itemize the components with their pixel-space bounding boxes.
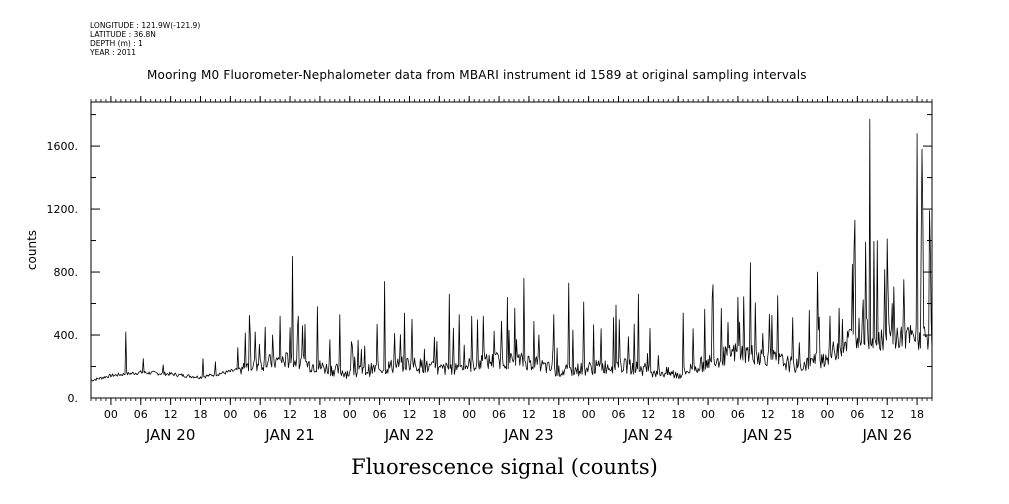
x-tick-label: 18 bbox=[193, 408, 207, 421]
x-tick-label: 00 bbox=[223, 408, 237, 421]
x-tick-label: 00 bbox=[343, 408, 357, 421]
y-tick-label: 800. bbox=[54, 266, 79, 279]
x-tick-label: 06 bbox=[373, 408, 387, 421]
x-tick-label: 06 bbox=[850, 408, 864, 421]
x-tick-label: 06 bbox=[731, 408, 745, 421]
x-tick-label: 06 bbox=[611, 408, 625, 421]
x-tick-label: 18 bbox=[910, 408, 924, 421]
x-tick-label: 00 bbox=[462, 408, 476, 421]
day-label: JAN 23 bbox=[503, 426, 554, 444]
dataset-metadata: LONGITUDE : 121.9W(-121.9) LATITUDE : 36… bbox=[90, 21, 200, 57]
chart-caption: Fluorescence signal (counts) bbox=[351, 455, 658, 479]
x-tick-label: 06 bbox=[134, 408, 148, 421]
latitude-label: LATITUDE : 36.8N bbox=[90, 30, 156, 39]
plot-frame bbox=[90, 101, 933, 399]
x-tick-label: 18 bbox=[791, 408, 805, 421]
series-line bbox=[90, 118, 933, 382]
y-tick-label: 1600. bbox=[47, 140, 79, 153]
x-tick-label: 18 bbox=[432, 408, 446, 421]
x-tick-label: 00 bbox=[820, 408, 834, 421]
x-tick-label: 06 bbox=[253, 408, 267, 421]
y-tick-label: 1200. bbox=[47, 203, 79, 216]
longitude-label: LONGITUDE : 121.9W(-121.9) bbox=[90, 21, 201, 30]
x-tick-label: 12 bbox=[164, 408, 178, 421]
x-tick-label: 00 bbox=[582, 408, 596, 421]
x-tick-label: 00 bbox=[701, 408, 715, 421]
x-tick-label: 12 bbox=[402, 408, 416, 421]
x-tick-label: 12 bbox=[641, 408, 655, 421]
chart-title: Mooring M0 Fluorometer-Nephalometer data… bbox=[147, 68, 807, 82]
day-label: JAN 22 bbox=[384, 426, 435, 444]
x-tick-label: 18 bbox=[671, 408, 685, 421]
x-tick-label: 12 bbox=[880, 408, 894, 421]
y-tick-label: 400. bbox=[54, 329, 79, 342]
year-label: YEAR : 2011 bbox=[90, 48, 137, 57]
day-label: JAN 26 bbox=[861, 426, 912, 444]
day-label: JAN 20 bbox=[145, 426, 196, 444]
day-label: JAN 24 bbox=[623, 426, 674, 444]
day-label: JAN 21 bbox=[264, 426, 315, 444]
depth-label: DEPTH (m) : 1 bbox=[90, 39, 143, 48]
x-tick-label: 18 bbox=[552, 408, 566, 421]
y-axis-label: counts bbox=[25, 230, 39, 270]
x-tick-label: 00 bbox=[104, 408, 118, 421]
x-tick-label: 18 bbox=[313, 408, 327, 421]
y-tick-label: 0. bbox=[68, 392, 79, 405]
x-tick-label: 12 bbox=[283, 408, 297, 421]
x-tick-label: 06 bbox=[492, 408, 506, 421]
day-label: JAN 25 bbox=[742, 426, 793, 444]
x-tick-label: 12 bbox=[522, 408, 536, 421]
x-tick-label: 12 bbox=[761, 408, 775, 421]
